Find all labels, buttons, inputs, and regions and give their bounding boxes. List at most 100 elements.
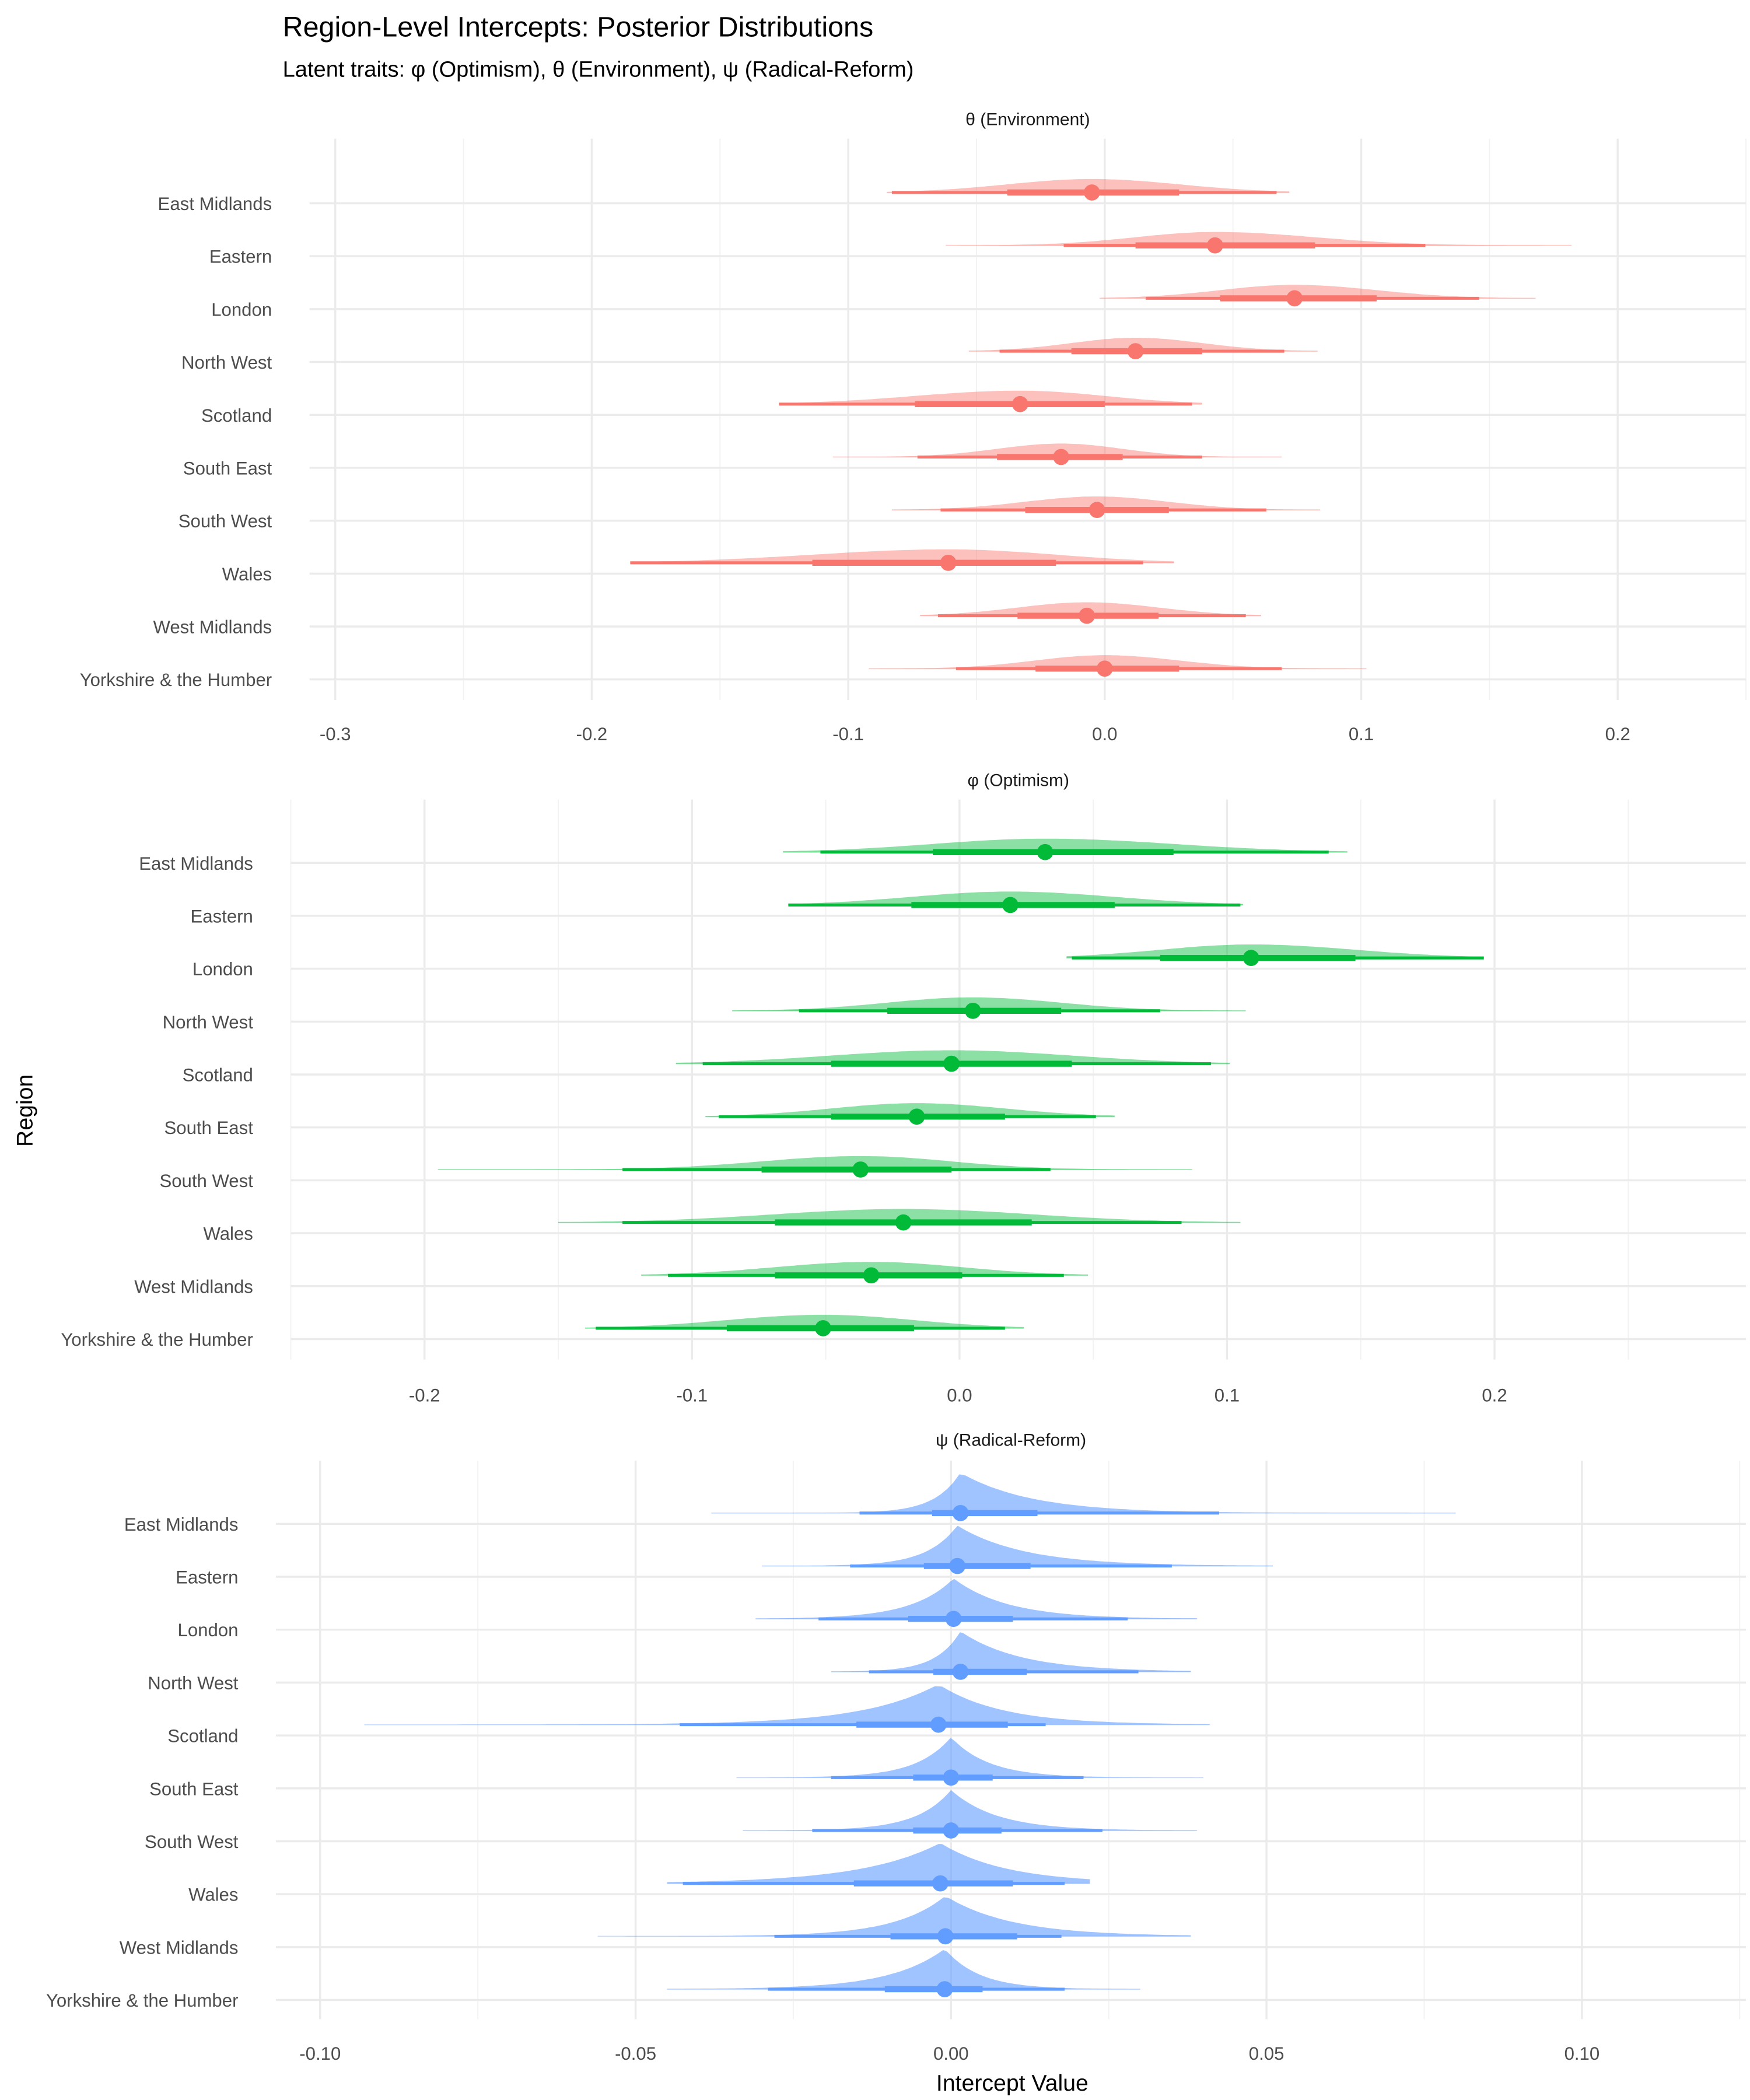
- density-slab: [597, 1897, 1191, 1937]
- median-point: [930, 1716, 947, 1733]
- y-tick-label: Eastern: [176, 1567, 238, 1588]
- panel-2: -0.10 -0.05 0.00 0.05 0.10 ψ (Radical-Reform)…: [46, 1430, 1746, 2064]
- median-point: [943, 1769, 960, 1786]
- panel-0: -0.3 -0.2 -0.1 0.0 0.1 0.2 θ (Environment) East…: [80, 110, 1746, 744]
- median-point: [863, 1267, 880, 1284]
- median-point: [940, 555, 957, 571]
- y-tick-label: Yorkshire & the Humber: [80, 670, 272, 690]
- median-point: [949, 1558, 965, 1574]
- y-tick-label: London: [178, 1620, 239, 1640]
- density-slab: [641, 1262, 1088, 1276]
- y-tick-label: Yorkshire & the Humber: [61, 1329, 253, 1350]
- density-slab: [968, 338, 1318, 352]
- y-tick-label: North West: [148, 1673, 239, 1693]
- density-slab: [667, 1950, 1140, 1990]
- density-slab: [438, 1156, 1192, 1170]
- facet-title: θ (Environment): [965, 110, 1090, 130]
- density-slab: [788, 891, 1243, 905]
- median-point: [815, 1320, 831, 1336]
- median-point: [1053, 449, 1069, 466]
- density-slab: [779, 390, 1202, 404]
- y-tick-label: East Midlands: [158, 194, 272, 214]
- density-slab: [891, 496, 1321, 510]
- x-tick-label: 0.2: [1605, 724, 1630, 744]
- y-tick-label: Wales: [203, 1224, 253, 1244]
- density-slab: [946, 232, 1572, 246]
- y-tick-label: West Midlands: [120, 1937, 239, 1958]
- median-point: [1096, 660, 1113, 677]
- median-point: [964, 1003, 981, 1019]
- y-tick-label: Wales: [188, 1885, 238, 1905]
- x-tick-label: 0.0: [947, 1385, 972, 1405]
- x-tick-label: -0.1: [676, 1385, 708, 1405]
- y-tick-label: Eastern: [191, 906, 253, 926]
- chart-subtitle: Latent traits: φ (Optimism), θ (Environm…: [283, 58, 914, 82]
- median-point: [1084, 184, 1100, 201]
- y-axis-label: Region: [12, 1074, 37, 1147]
- density-slab: [1066, 944, 1484, 958]
- y-tick-label: South West: [145, 1832, 239, 1852]
- density-slab: [667, 1844, 1090, 1884]
- facet-title: φ (Optimism): [968, 771, 1069, 790]
- y-tick-label: West Midlands: [134, 1276, 253, 1297]
- median-point: [1037, 844, 1054, 860]
- y-tick-label: Wales: [222, 564, 272, 584]
- median-point: [952, 1664, 969, 1680]
- y-tick-label: South West: [178, 511, 272, 531]
- median-point: [908, 1108, 925, 1125]
- density-slab: [755, 1578, 1198, 1619]
- y-tick-label: North West: [181, 352, 272, 373]
- y-tick-label: North West: [163, 1012, 254, 1032]
- x-tick-label: -0.2: [576, 724, 608, 744]
- density-slab: [869, 655, 1367, 669]
- y-tick-label: London: [192, 959, 253, 979]
- y-tick-label: South West: [159, 1171, 253, 1191]
- x-tick-label: 0.00: [933, 2043, 969, 2064]
- density-slab: [736, 1738, 1203, 1778]
- y-tick-label: Scotland: [167, 1726, 238, 1746]
- median-point: [1002, 897, 1019, 914]
- y-tick-label: South East: [149, 1779, 239, 1799]
- median-point: [895, 1214, 912, 1231]
- median-point: [936, 1981, 953, 1997]
- x-tick-label: 0.2: [1482, 1385, 1507, 1405]
- x-tick-label: 0.10: [1564, 2043, 1600, 2064]
- x-tick-label: 0.1: [1214, 1385, 1240, 1405]
- y-tick-label: West Midlands: [153, 617, 272, 638]
- y-tick-label: South East: [183, 458, 272, 478]
- y-tick-label: Yorkshire & the Humber: [46, 1990, 238, 2011]
- median-point: [932, 1875, 949, 1892]
- density-slab: [364, 1686, 1210, 1725]
- median-point: [945, 1611, 962, 1628]
- density-slab: [1099, 285, 1536, 299]
- median-point: [937, 1928, 954, 1945]
- y-tick-label: Scotland: [183, 1065, 253, 1086]
- x-tick-label: -0.2: [409, 1385, 440, 1405]
- x-axis-label: Intercept Value: [936, 2070, 1088, 2096]
- y-tick-label: Scotland: [201, 405, 272, 426]
- x-tick-label: -0.10: [299, 2043, 341, 2064]
- median-point: [852, 1161, 869, 1178]
- median-point: [1207, 237, 1223, 254]
- x-tick-label: 0.0: [1092, 724, 1117, 744]
- density-slab: [705, 1103, 1115, 1117]
- density-slab: [630, 549, 1174, 563]
- y-tick-label: Eastern: [209, 247, 272, 267]
- y-tick-label: London: [211, 299, 272, 320]
- median-point: [1127, 343, 1144, 359]
- density-slab: [761, 1525, 1273, 1566]
- facet-title: ψ (Radical-Reform): [936, 1430, 1086, 1450]
- density-slab: [584, 1314, 1024, 1328]
- y-tick-label: East Midlands: [139, 853, 253, 874]
- x-tick-label: -0.1: [832, 724, 864, 744]
- median-point: [943, 1055, 960, 1072]
- density-slab: [732, 997, 1246, 1011]
- x-tick-label: 0.05: [1249, 2043, 1284, 2064]
- x-tick-label: -0.3: [320, 724, 351, 744]
- median-point: [1012, 396, 1028, 412]
- median-point: [1242, 950, 1259, 966]
- x-tick-label: -0.05: [615, 2043, 656, 2064]
- x-tick-label: 0.1: [1349, 724, 1374, 744]
